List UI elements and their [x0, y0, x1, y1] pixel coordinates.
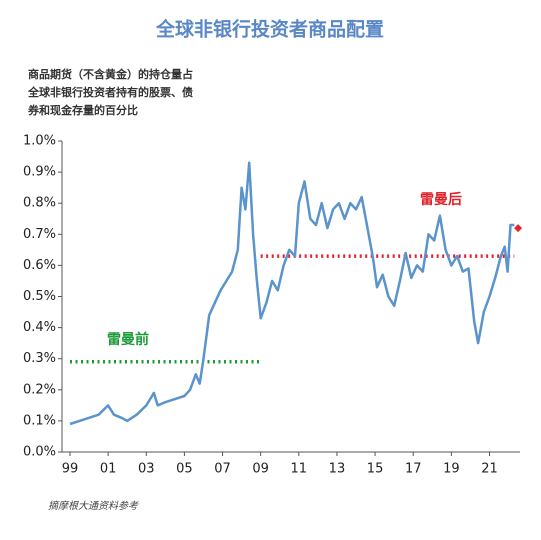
x-tick-label: 07 [214, 462, 231, 477]
subtitle: 全球非银行投资者持有的股票、债 [27, 85, 193, 99]
x-tick-label: 11 [291, 462, 308, 477]
annotation: 雷曼前 [107, 331, 149, 348]
y-tick-label: 0.8% [23, 196, 56, 211]
y-tick-label: 0.1% [23, 413, 56, 428]
y-tick-label: 0.6% [23, 258, 56, 273]
subtitle: 券和现金存量的百分比 [27, 103, 138, 117]
source: 摘摩根大通资料参考 [48, 500, 139, 512]
x-tick-label: 17 [405, 462, 422, 477]
y-tick-label: 0.5% [23, 289, 56, 304]
subtitle: 商品期货（不含黄金）的持仓量占 [28, 67, 193, 81]
y-tick-label: 0.9% [23, 165, 56, 180]
x-tick-label: 21 [481, 462, 498, 477]
y-tick-label: 0.7% [23, 227, 56, 242]
y-tick-label: 0.2% [23, 382, 56, 397]
annotation: 雷曼后 [420, 191, 462, 208]
x-tick-label: 03 [138, 462, 155, 477]
y-tick-label: 0.0% [23, 445, 56, 460]
x-tick-label: 15 [367, 462, 384, 477]
x-tick-label: 99 [62, 462, 79, 477]
data-line [69, 161, 515, 426]
x-tick-label: 05 [176, 462, 193, 477]
x-tick-label: 13 [329, 462, 346, 477]
chart-title: 全球非银行投资者商品配置 [155, 18, 384, 41]
x-tick-label: 19 [443, 462, 460, 477]
x-tick-label: 09 [252, 462, 269, 477]
y-tick-label: 0.3% [23, 351, 56, 366]
x-tick-label: 01 [100, 462, 117, 477]
y-tick-label: 0.4% [23, 320, 56, 335]
y-tick-label: 1.0% [23, 134, 56, 149]
end-marker [514, 224, 523, 233]
